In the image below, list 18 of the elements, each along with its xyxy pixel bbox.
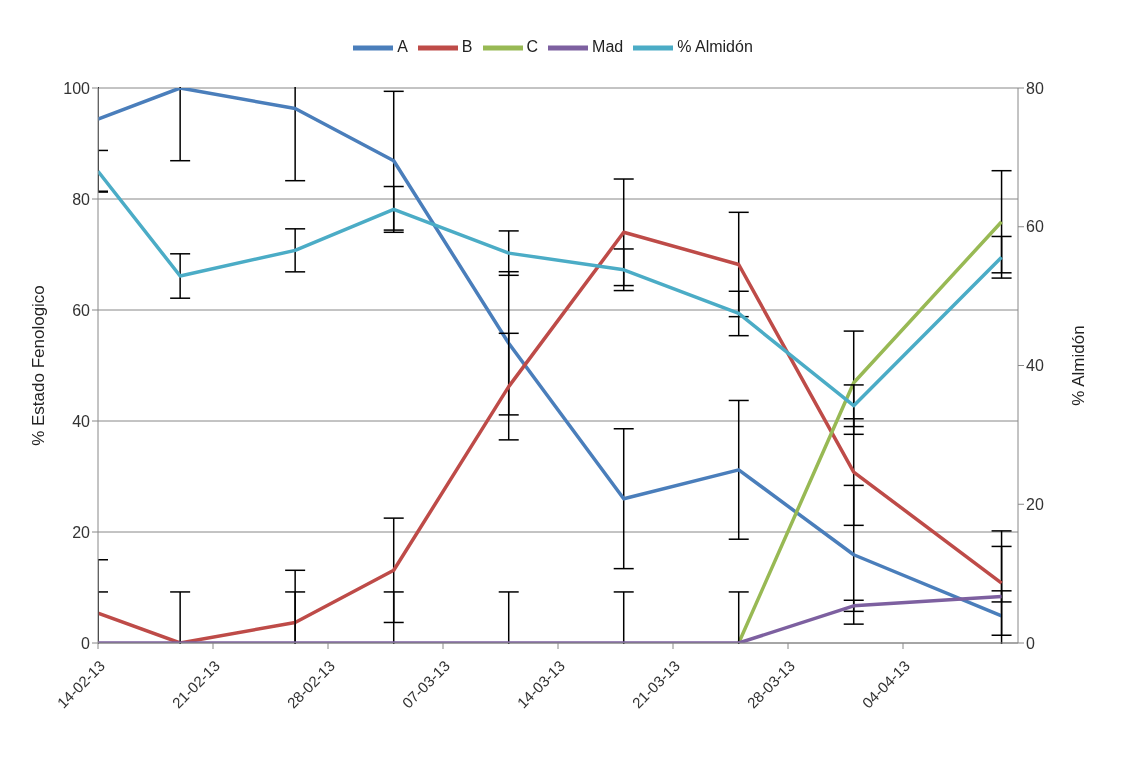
legend-label: B xyxy=(461,38,473,56)
y-tick-label: 80 xyxy=(72,190,91,208)
y-tick-label: 20 xyxy=(72,523,91,541)
y-tick-label: 60 xyxy=(72,301,91,319)
y2-tick-label: 40 xyxy=(1026,357,1044,375)
y2-tick-label: 0 xyxy=(1026,634,1035,652)
y-tick-label: 40 xyxy=(72,412,91,430)
y-axis-title: % Estado Fenologico xyxy=(29,285,49,446)
y-tick-label: 100 xyxy=(63,79,91,97)
y-tick-label: 0 xyxy=(81,634,91,652)
legend-label: A xyxy=(397,38,408,56)
legend-label: C xyxy=(526,38,539,56)
legend-label: % Almidón xyxy=(677,38,753,56)
y2-tick-label: 60 xyxy=(1026,218,1044,236)
y2-axis-title: % Almidón xyxy=(1069,325,1089,406)
y2-tick-label: 20 xyxy=(1026,495,1044,513)
legend-label: Mad xyxy=(592,38,624,56)
y2-tick-label: 80 xyxy=(1026,79,1044,97)
